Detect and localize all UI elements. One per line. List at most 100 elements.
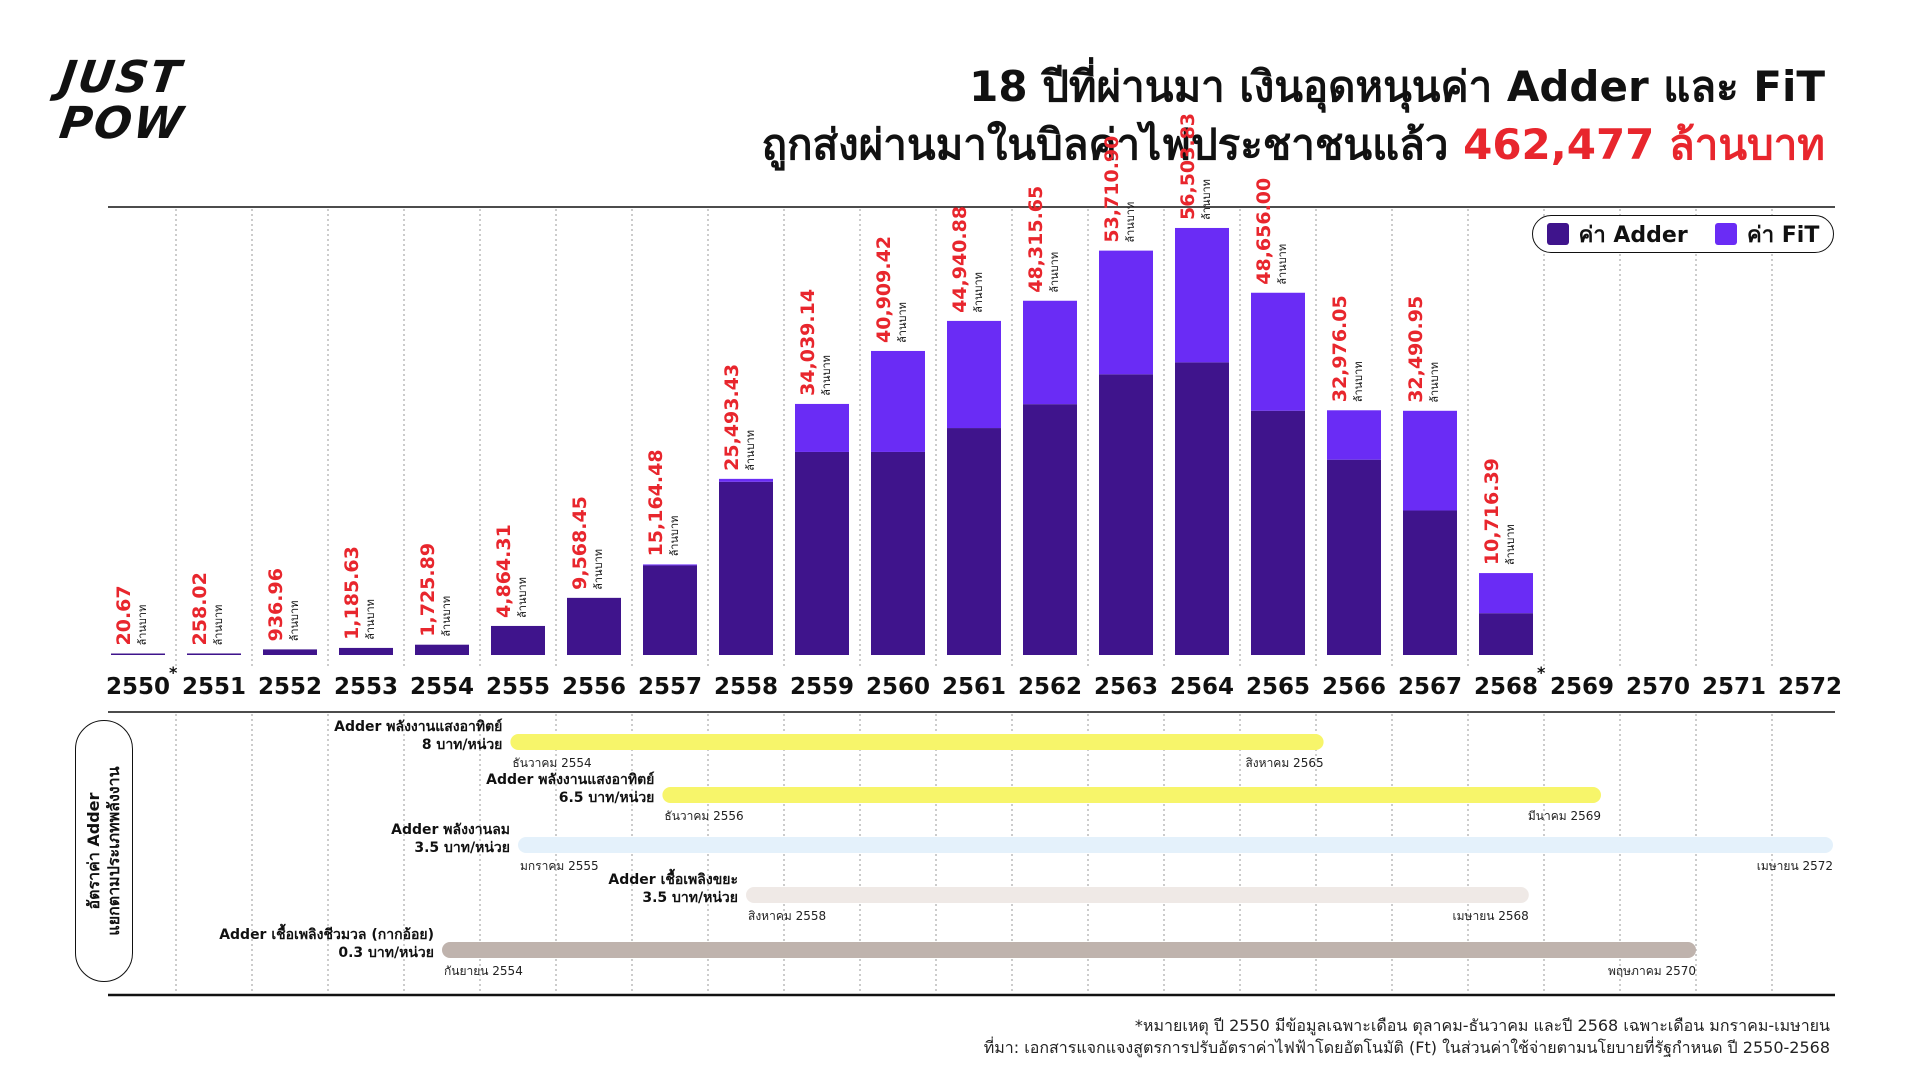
adder-rate-start-date: ธันวาคม 2556 [664, 809, 743, 823]
adder-rates-side-label: อัตราค่า Adder แยกตามประเภทพลังงาน [75, 720, 133, 982]
year-tick-label: 2568 [1474, 674, 1538, 700]
year-asterisk: * [1537, 663, 1546, 682]
legend-item-fit: ค่า FiT [1715, 217, 1819, 252]
bar-adder [1327, 459, 1381, 655]
bar-total-label: 10,716.39 [1481, 458, 1503, 565]
year-tick-label: 2565 [1246, 674, 1310, 700]
bar-unit-label: ล้านบาท [972, 272, 985, 313]
bar-adder [111, 653, 165, 655]
bar-unit-label: ล้านบาท [136, 605, 149, 646]
bar-fit [1327, 410, 1381, 460]
adder-rate-end-date: พฤษภาคม 2570 [1608, 964, 1696, 978]
legend-label-fit: ค่า FiT [1747, 222, 1820, 248]
bar-unit-label: ล้านบาท [212, 605, 225, 646]
title-line1: 18 ปีที่ผ่านมา เงินอุดหนุนค่า Adder และ … [969, 62, 1825, 111]
bar-fit [947, 320, 1001, 429]
bar-total-label: 9,568.45 [569, 496, 591, 590]
bar-total-label: 25,493.43 [721, 364, 743, 471]
bar-fit [871, 350, 925, 452]
year-tick-label: 2553 [334, 674, 398, 700]
adder-rate-start-date: กันยายน 2554 [444, 964, 523, 978]
bar-unit-label: ล้านบาท [440, 596, 453, 637]
bar-unit-label: ล้านบาท [288, 601, 301, 642]
bar-unit-label: ล้านบาท [1352, 361, 1365, 402]
title-line2-prefix: ถูกส่งผ่านมาในบิลค่าไฟประชาชนแล้ว [761, 120, 1449, 169]
bar-fit [1099, 250, 1153, 375]
bar-total-label: 1,725.89 [417, 543, 439, 637]
bar-fit [1175, 227, 1229, 363]
bar-adder [1403, 510, 1457, 655]
adder-rate-value: 0.3 บาท/หน่วย [338, 945, 434, 961]
bar-total-label: 34,039.14 [797, 289, 819, 396]
bar-total-label: 32,976.05 [1329, 295, 1351, 402]
year-tick-label: 2561 [942, 674, 1006, 700]
side-label-line1: อัตราค่า Adder [84, 792, 103, 910]
bar-adder [339, 647, 393, 655]
adder-rate-end-date: เมษายน 2568 [1453, 909, 1529, 923]
legend-label-adder: ค่า Adder [1578, 222, 1688, 248]
bar-unit-label: ล้านบาท [744, 430, 757, 471]
adder-rate-label: Adder เชื้อเพลิงชีวมวล (กากอ้อย) [219, 923, 434, 943]
adder-rate-value: 3.5 บาท/หน่วย [414, 840, 510, 856]
year-asterisk: * [169, 663, 178, 682]
bar-fit [1403, 410, 1457, 511]
bar-total-label: 53,710.90 [1101, 136, 1123, 243]
adder-rate-label: Adder พลังงานแสงอาทิตย์ [486, 771, 654, 788]
bar-total-label: 4,864.31 [493, 524, 515, 618]
bar-total-label: 936.96 [265, 568, 287, 641]
bar-unit-label: ล้านบาท [1276, 244, 1289, 285]
year-tick-label: 2564 [1170, 674, 1234, 700]
year-tick-label: 2570 [1626, 674, 1690, 700]
bar-total-label: 32,490.95 [1405, 296, 1427, 403]
adder-rate-bar [662, 787, 1601, 803]
year-tick-label: 2560 [866, 674, 930, 700]
bar-adder [567, 597, 621, 655]
year-tick-label: 2563 [1094, 674, 1158, 700]
legend-item-adder: ค่า Adder [1546, 217, 1688, 252]
year-tick-label: 2572 [1778, 674, 1842, 700]
title-line2: ถูกส่งผ่านมาในบิลค่าไฟประชาชนแล้ว 462,47… [762, 116, 1825, 174]
adder-rate-label: Adder เชื้อเพลิงขยะ [608, 868, 738, 888]
footer-note: *หมายเหตุ ปี 2550 มีข้อมูลเฉพาะเดือน ตุล… [1134, 1016, 1830, 1035]
bar-adder [871, 451, 925, 655]
footer-source: ที่มา: เอกสารแจกแจงสูตรการปรับอัตราค่าไฟ… [983, 1038, 1830, 1057]
year-tick-label: 2566 [1322, 674, 1386, 700]
bar-adder [947, 428, 1001, 655]
year-tick-label: 2555 [486, 674, 550, 700]
year-tick-label: 2551 [182, 674, 246, 700]
bar-fit [1251, 292, 1305, 411]
legend-swatch-adder [1546, 223, 1569, 245]
year-tick-label: 2562 [1018, 674, 1082, 700]
bar-fit [643, 564, 697, 566]
adder-rate-start-date: ธันวาคม 2554 [512, 756, 591, 770]
bar-unit-label: ล้านบาท [592, 549, 605, 590]
bar-total-label: 15,164.48 [645, 449, 667, 556]
bar-total-label: 56,503.83 [1177, 113, 1199, 220]
bar-unit-label: ล้านบาท [516, 577, 529, 618]
year-tick-label: 2559 [790, 674, 854, 700]
bar-unit-label: ล้านบาท [1504, 524, 1517, 565]
bar-total-label: 20.67 [113, 585, 135, 645]
adder-rate-bar [518, 837, 1833, 853]
bar-fit [1023, 300, 1077, 405]
year-tick-label: 2550 [106, 674, 170, 700]
adder-rate-end-date: มีนาคม 2569 [1528, 809, 1601, 823]
bar-total-label: 40,909.42 [873, 236, 895, 343]
bar-adder [415, 644, 469, 655]
bar-fit [1479, 573, 1533, 614]
bar-adder [1099, 374, 1153, 655]
bar-total-label: 48,315.65 [1025, 186, 1047, 293]
year-tick-label: 2552 [258, 674, 322, 700]
bar-adder [491, 625, 545, 655]
adder-rate-end-date: สิงหาคม 2565 [1245, 756, 1323, 770]
bar-adder [1023, 404, 1077, 655]
chart-legend: ค่า Adder ค่า FiT [1532, 215, 1834, 253]
adder-rate-bar [510, 734, 1324, 750]
bar-adder [1479, 613, 1533, 655]
year-tick-label: 2558 [714, 674, 778, 700]
bar-unit-label: ล้านบาท [820, 355, 833, 396]
adder-rate-start-date: สิงหาคม 2558 [748, 909, 826, 923]
bar-adder [643, 565, 697, 655]
side-label-line2: แยกตามประเภทพลังงาน [104, 766, 123, 936]
